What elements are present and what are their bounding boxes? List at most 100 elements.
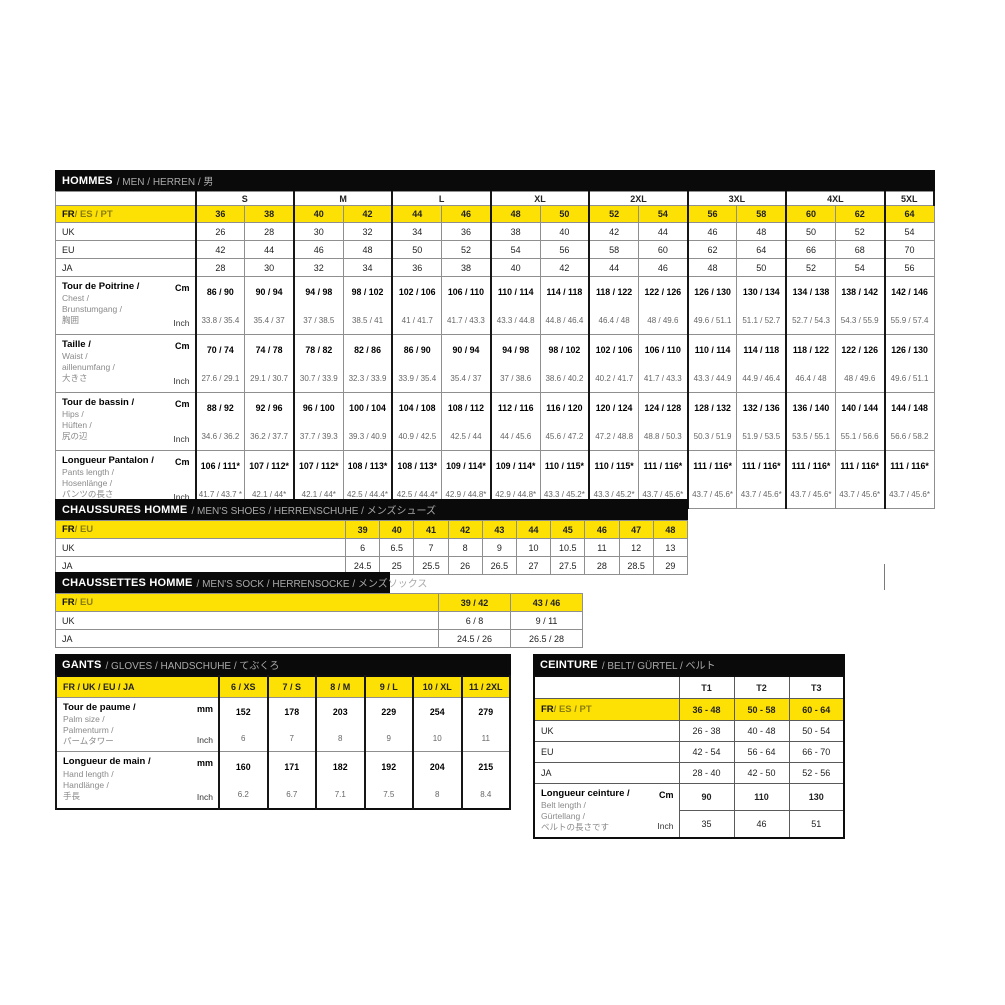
inch-value: 43.3 / 45.2* [543, 489, 585, 499]
cm-value: 114 / 118 [743, 344, 780, 355]
cm-value: 110 / 115* [594, 460, 634, 471]
cm-value: 108 / 113* [397, 460, 438, 471]
measurement-row: Longueur Pantalon / Pants length / Hosenlä… [55, 450, 935, 509]
size-value-cell: 44 [515, 520, 552, 539]
row-label: UK [55, 611, 439, 630]
measure-value-cell: 102 / 106 41 / 41.7 [391, 276, 443, 335]
inch-value: 40.2 / 41.7 [595, 373, 634, 383]
measure-label-box: Tour de bassin / Hips / Hüften / 尻の辺 Cm Inch [57, 394, 194, 450]
inch-value: 46.4 / 48 [795, 373, 827, 383]
mens-socks-section: CHAUSSETTES HOMME / MEN'S SOCK / HERRENSO… [55, 572, 583, 648]
fr-es-pt-label-rest: / ES / PT [74, 208, 113, 220]
value-cell: 27.5 [550, 556, 586, 575]
cm-value: 94 / 98 [305, 286, 333, 297]
size-value-cell: 43 [481, 520, 517, 539]
measure-value-cell: 104 / 108 40.9 / 42.5 [391, 392, 443, 451]
cm-value: 111 / 116* [890, 460, 929, 471]
value-cell: 28 - 40 [678, 762, 735, 784]
measure-value-cell: 106 / 110 41.7 / 43.3 [637, 334, 689, 393]
measure-value-cell: 114 / 118 44.9 / 46.4 [736, 334, 788, 393]
value-cell: 58 [588, 240, 639, 259]
value-cell: 70 [884, 240, 935, 259]
value-cell: 42 - 54 [678, 741, 735, 763]
size-value-cell: 38 [244, 205, 295, 223]
value-cell: 38 [441, 258, 492, 277]
cm-value: 132 / 136 [742, 402, 780, 413]
cm-value: 86 / 90 [403, 344, 431, 355]
value-cell: 52 [834, 222, 886, 241]
inch-value: 8 [338, 733, 343, 743]
cm-value: 96 / 100 [302, 402, 335, 413]
measure-value-cell: 118 / 122 46.4 / 48 [785, 334, 836, 393]
inch-value: 42.1 / 44* [301, 489, 336, 499]
unit-labels: Cm Inch [656, 788, 674, 833]
row-label: UK [55, 222, 197, 241]
cm-value: 107 / 112* [298, 460, 339, 471]
size-value-cell: 36 [194, 205, 246, 223]
inch-value: 30.7 / 33.9 [299, 373, 338, 383]
cm-value: 106 / 110 [644, 344, 681, 355]
cm-value-cell: 90 [678, 782, 735, 812]
measure-value-cell: 96 / 100 37.7 / 39.3 [293, 392, 344, 451]
measure-value-cell: 182 7.1 [315, 751, 366, 810]
fr-sizes-row: FR/ EU 39 40 41 42 43 44 45 46 47 48 [55, 520, 689, 539]
inch-value: 10 [432, 733, 442, 743]
inch-value: 55.1 / 56.6 [840, 431, 879, 441]
cm-value: 110 / 114 [497, 286, 534, 297]
size-chart-sheet: HOMMES / MEN / HERREN / 男 S M L XL 2XL 3XL 4XL 5X… [55, 170, 936, 840]
socks-title: CHAUSSETTES HOMME / MEN'S SOCK / HERRENSO… [55, 572, 427, 593]
cm-value: 116 / 120 [546, 402, 583, 413]
inch-value: 35.4 / 37 [450, 373, 482, 383]
value-cell: 40 [539, 222, 591, 241]
row-label: UK [533, 720, 680, 742]
value-cell: 42 [194, 240, 246, 259]
measure-label-line: Hand length / [63, 768, 114, 779]
value-cell: 24.5 / 26 [438, 629, 511, 648]
conversion-row: JA 24.5 / 26 26.5 / 28 [55, 629, 583, 648]
inch-value: 42.1 / 44* [251, 489, 287, 499]
measure-label: Tour de paume / Palm size / Palmenturm / パー… [55, 696, 220, 753]
size-value-cell: 48 [652, 520, 689, 539]
row-label: JA [55, 258, 197, 277]
inch-value: 6.2 [237, 790, 249, 800]
shoes-title: CHAUSSURES HOMME / MEN'S SHOES / HERRENSC… [55, 499, 688, 520]
value-cell: 50 [736, 258, 788, 277]
value-cell: 46 [687, 222, 738, 241]
value-cell: 13 [652, 538, 689, 557]
inch-value: 43.7 / 45.6* [889, 489, 930, 499]
size-value-cell: 47 [618, 520, 654, 539]
measure-value-cell: 78 / 82 30.7 / 33.9 [293, 334, 344, 393]
inch-value: 7 [289, 733, 294, 743]
value-cell: 48 [736, 222, 788, 241]
conversion-row: EU 42 - 54 56 - 64 66 - 70 [533, 741, 845, 763]
cm-value: 111 / 116* [643, 460, 683, 471]
cm-value: 126 / 130 [891, 344, 928, 355]
belt-length-inch-row: 35 46 51 [534, 810, 845, 839]
value-cell: 9 [481, 538, 517, 557]
cm-value: 118 / 122 [596, 286, 633, 297]
measure-value-cell: 70 / 74 27.6 / 29.1 [194, 334, 246, 393]
value-cell: 42 - 50 [733, 762, 790, 784]
cm-value: 120 / 124 [595, 402, 633, 413]
size-value-cell: 62 [834, 205, 886, 223]
size-group-cell: S [194, 191, 295, 206]
cm-value: 106 / 111* [200, 460, 240, 471]
measure-value-cell: 126 / 130 49.6 / 51.1 [687, 276, 738, 335]
value-cell: 52 - 56 [788, 762, 845, 784]
measure-value-cell: 90 / 94 35.4 / 37 [441, 334, 492, 393]
value-cell: 68 [834, 240, 886, 259]
inch-value: 27.6 / 29.1 [201, 373, 240, 383]
value-cell: 25 [379, 556, 415, 575]
inch-value: 48 / 49.6 [647, 315, 679, 325]
fr-sizes-row: FR/ ES / PT 36 38 40 42 44 46 48 50 52 54 56 58 60 62 6… [55, 205, 935, 223]
measure-value-cell: 111 / 116* 43.7 / 45.6* [785, 450, 836, 509]
measure-value-cell: 142 / 146 55.9 / 57.4 [884, 276, 935, 335]
cm-value: 142 / 146 [891, 286, 928, 297]
row-label: JA [533, 762, 680, 784]
measure-value-cell: 124 / 128 48.8 / 50.3 [637, 392, 689, 451]
measure-value-cell: 94 / 98 37 / 38.6 [490, 334, 541, 393]
value-cell: 46 [293, 240, 344, 259]
value-cell: 32 [293, 258, 344, 277]
inch-value: 44 / 45.6 [500, 431, 532, 441]
measure-label-line: Tour de bassin / [62, 397, 135, 408]
